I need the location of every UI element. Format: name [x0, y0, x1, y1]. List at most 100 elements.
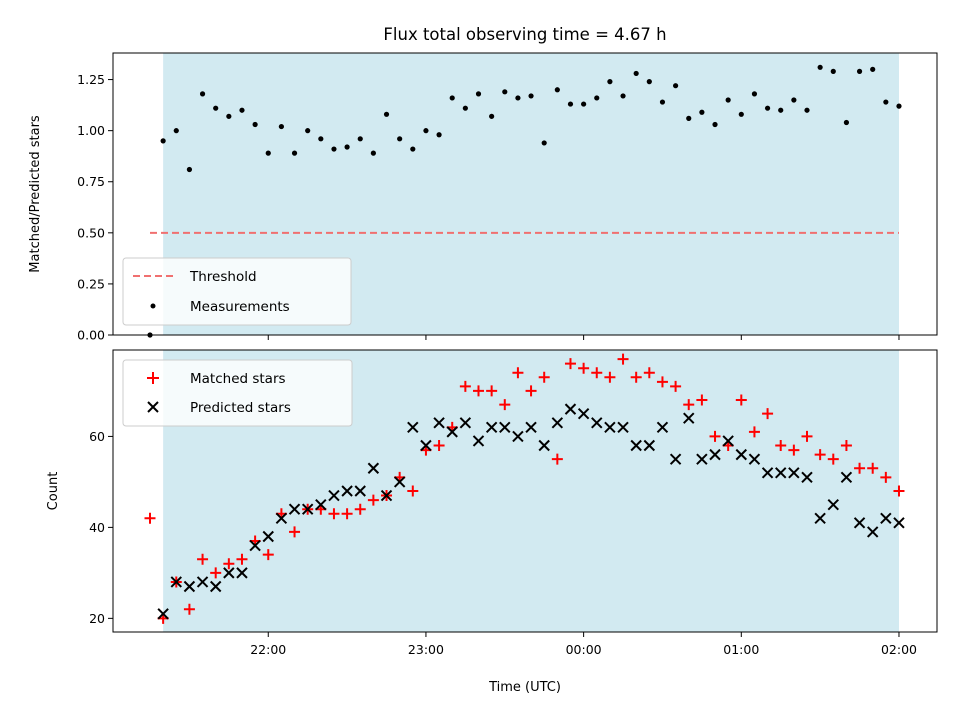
bottom-y-tick-label: 20: [89, 611, 105, 626]
measurement-point: [489, 113, 495, 119]
matched-star-point: [854, 462, 866, 474]
measurement-point: [843, 119, 850, 126]
predicted-star-point: [380, 489, 393, 502]
top-y-axis-label: Matched/Predicted stars: [28, 115, 43, 273]
matched-star-point: [591, 367, 603, 379]
predicted-star-point: [564, 403, 577, 415]
predicted-star-point: [446, 426, 458, 438]
measurement-point: [515, 95, 521, 101]
measurement-point: [817, 64, 823, 70]
measurement-point: [502, 89, 508, 95]
predicted-star-point: [393, 476, 406, 488]
predicted-star-point: [604, 421, 616, 434]
matched-star-point: [525, 385, 537, 397]
predicted-star-point: [157, 608, 169, 620]
predicted-star-point: [236, 567, 248, 579]
predicted-star-point: [617, 421, 629, 434]
measurement-point: [397, 136, 403, 142]
predicted-star-point: [301, 503, 314, 515]
measurement-point: [883, 99, 889, 105]
predicted-star-point: [683, 412, 695, 424]
matched-star-point: [289, 526, 301, 538]
measurement-point: [357, 136, 363, 142]
predicted-star-point: [775, 467, 787, 479]
predicted-star-point: [827, 498, 839, 511]
predicted-star-point: [512, 430, 524, 443]
measurement-point: [239, 107, 245, 113]
matched-star-point: [709, 430, 721, 442]
predicted-star-point: [420, 439, 432, 452]
bottom-y-ticks: 20 40 60: [89, 429, 113, 626]
matched-star-point: [630, 371, 642, 383]
matched-star-point: [696, 394, 708, 406]
measurement-point: [686, 115, 692, 121]
measurement-point: [383, 111, 390, 117]
predicted-star-point: [183, 580, 196, 593]
matched-star-point: [762, 408, 774, 420]
matched-star-point: [183, 603, 195, 615]
predicted-star-point: [814, 512, 826, 524]
chart-title: Flux total observing time = 4.67 h: [383, 25, 666, 44]
predicted-star-point: [709, 448, 721, 461]
matched-star-point: [197, 553, 209, 565]
measurement-point: [699, 109, 705, 115]
predicted-star-point: [196, 576, 209, 588]
predicted-star-point: [525, 421, 537, 434]
predicted-star-point: [262, 530, 274, 543]
matched-star-point: [538, 371, 550, 383]
bottom-panel: 20 40 60 22:00 23:00 00:00 01:00 02:00 Count T…: [46, 349, 938, 695]
measurement-point: [646, 79, 652, 85]
measurement-point: [764, 105, 771, 111]
predicted-star-point: [669, 453, 682, 465]
measurement-point: [423, 128, 429, 134]
top-legend-box: [122, 257, 352, 326]
predicted-star-point: [499, 421, 511, 434]
predicted-star-point: [696, 453, 708, 465]
measurement-point: [344, 144, 350, 150]
measurement-point: [554, 87, 560, 93]
legend-predicted-label: Predicted stars: [190, 400, 291, 416]
matched-star-point: [144, 512, 156, 524]
top-y-tick-label: 0.25: [77, 276, 105, 291]
predicted-star-point: [209, 580, 222, 593]
matched-star-point: [210, 567, 222, 579]
bottom-y-tick-label: 60: [89, 429, 105, 444]
measurement-point: [778, 107, 784, 113]
matched-star-point: [486, 385, 498, 397]
bottom-legend-box: [122, 359, 353, 427]
predicted-star-point: [577, 407, 590, 420]
predicted-star-point: [275, 512, 288, 524]
predicted-star-point: [801, 471, 813, 484]
predicted-star-point: [472, 435, 485, 447]
measurement-point: [791, 97, 797, 103]
measurement-point: [173, 128, 179, 134]
predicted-star-point: [341, 485, 353, 497]
measurement-point: [186, 166, 193, 173]
top-x-ticks: [267, 335, 900, 340]
measurement-point: [725, 97, 731, 103]
bottom-y-axis-label: Count: [46, 472, 61, 511]
measurement-point: [436, 132, 442, 138]
bottom-y-tick-label: 40: [89, 520, 105, 535]
predicted-star-point: [538, 439, 550, 452]
measurement-points: [147, 64, 902, 338]
measurement-point: [870, 66, 876, 72]
x-tick-label: 22:00: [250, 642, 286, 657]
matched-star-point: [617, 353, 629, 365]
measurement-point: [673, 83, 679, 89]
matched-star-point: [367, 494, 379, 506]
measurement-point: [751, 91, 758, 97]
measurement-point: [581, 101, 587, 107]
top-legend: Threshold Measurements: [122, 257, 352, 326]
top-y-tick-label: 1.00: [77, 123, 105, 138]
matched-star-point: [788, 444, 800, 456]
predicted-star-point: [249, 539, 261, 552]
matched-star-point: [262, 549, 274, 561]
measurement-point: [305, 128, 311, 134]
predicted-star-point: [761, 467, 774, 479]
matched-star-point: [512, 367, 524, 379]
matched-star-point: [433, 440, 445, 452]
predicted-star-point: [880, 512, 892, 524]
measurement-point: [528, 93, 534, 99]
